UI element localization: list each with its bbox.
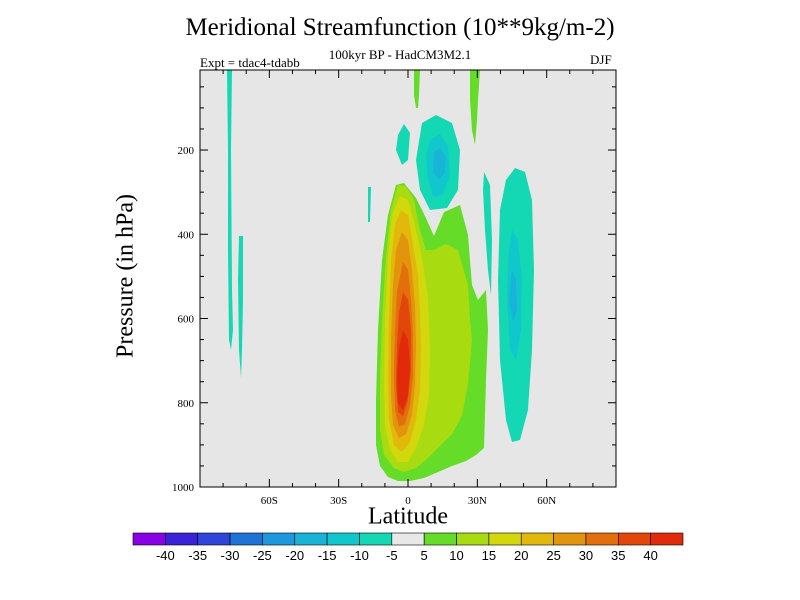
colorbar-swatch	[553, 532, 587, 546]
axes: 60S 30S 0 30N 60N 200 400 600 800 1000	[172, 70, 616, 507]
northern-negative-cell	[483, 168, 534, 442]
colorbar-label: -35	[188, 548, 207, 563]
colorbar-swatch	[165, 532, 199, 546]
colorbar-label: 15	[482, 548, 496, 563]
colorbar-swatch	[391, 532, 425, 546]
colorbar-swatch	[423, 532, 457, 546]
colorbar-swatch	[229, 532, 263, 546]
experiment-label: Expt = tdac4-tdabb	[200, 55, 300, 70]
colorbar: -40 -35 -30 -25 -20 -15 -10 -5 5 10 15 20 25 30 35 40	[132, 532, 684, 563]
chart-subtitle: 100kyr BP - HadCM3M2.1	[328, 47, 472, 62]
colorbar-label: -5	[386, 548, 398, 563]
southern-negative-filaments	[227, 70, 371, 378]
colorbar-swatch	[262, 532, 296, 546]
colorbar-label: 30	[579, 548, 593, 563]
x-tick-label: 60N	[537, 495, 556, 507]
y-tick-label: 200	[178, 145, 195, 157]
colorbar-swatch	[132, 532, 166, 546]
colorbar-label: 35	[611, 548, 625, 563]
colorbar-swatch	[326, 532, 360, 546]
upper-negative-cell-core	[433, 148, 446, 180]
colorbar-swatch	[617, 532, 651, 546]
colorbar-label: 40	[643, 548, 657, 563]
colorbar-swatch	[359, 532, 393, 546]
contour-level-40	[397, 330, 410, 410]
y-tick-label: 600	[178, 314, 195, 326]
colorbar-swatch	[197, 532, 231, 546]
colorbar-label: -30	[221, 548, 240, 563]
y-tick-label: 1000	[172, 482, 195, 494]
colorbar-label: -10	[350, 548, 369, 563]
x-tick-label: 30S	[330, 495, 347, 507]
y-tick-label: 400	[178, 229, 195, 241]
colorbar-label: 5	[421, 548, 428, 563]
x-tick-label: 60S	[261, 495, 278, 507]
x-tick-label: 30N	[468, 495, 487, 507]
x-tick-label: 0	[405, 495, 411, 507]
colorbar-swatch	[585, 532, 619, 546]
colorbar-label: 25	[546, 548, 560, 563]
colorbar-label: 20	[514, 548, 528, 563]
colorbar-label: -20	[285, 548, 304, 563]
colorbar-label: -40	[156, 548, 175, 563]
chart-title: Meridional Streamfunction (10**9kg/m-2)	[185, 14, 615, 41]
colorbar-swatch	[488, 532, 522, 546]
colorbar-swatch	[520, 532, 554, 546]
upper-positive-stripes	[414, 70, 480, 145]
upper-left-negative-blob	[396, 124, 410, 165]
colorbar-swatch	[456, 532, 490, 546]
colorbar-label: -25	[253, 548, 272, 563]
y-tick-label: 800	[178, 398, 195, 410]
colorbar-swatch	[294, 532, 328, 546]
colorbar-label: 10	[449, 548, 463, 563]
season-label: DJF	[590, 52, 612, 67]
x-axis-label: Latitude	[368, 503, 448, 530]
upper-negative-cells	[396, 115, 460, 210]
colorbar-swatch	[650, 532, 684, 546]
hadley-cell	[376, 183, 488, 481]
colorbar-label: -15	[318, 548, 337, 563]
